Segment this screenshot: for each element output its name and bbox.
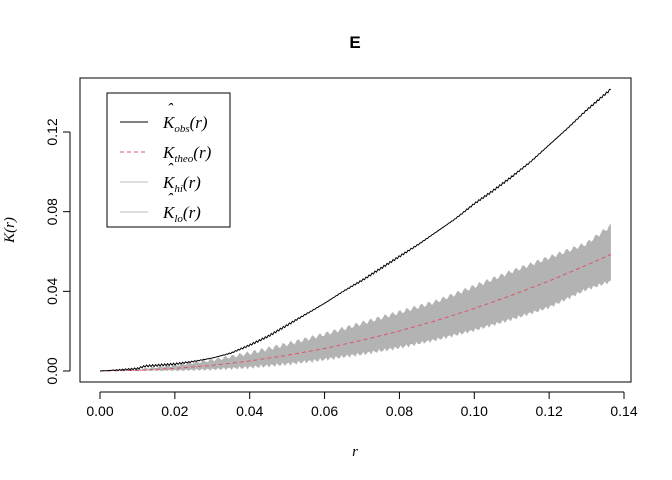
legend-label-lo: Klo(r): [162, 203, 201, 225]
x-tick-label: 0.00: [86, 403, 113, 419]
legend-hat: ˆ: [167, 160, 174, 179]
x-tick-label: 0.14: [610, 403, 637, 419]
y-axis-title: K(r): [2, 217, 18, 244]
y-tick-label: 0.12: [44, 118, 60, 145]
legend-hat: ˆ: [167, 190, 174, 209]
legend-label-theo: Ktheo(r): [162, 143, 212, 165]
chart-title: E: [349, 33, 360, 52]
plot-frame: [79, 77, 632, 383]
y-tick-label: 0.04: [44, 277, 60, 304]
envelope-band: [100, 223, 611, 371]
x-tick-label: 0.02: [161, 403, 188, 419]
x-tick-label: 0.04: [236, 403, 263, 419]
legend-label-obs: Kobs(r): [162, 113, 208, 135]
y-axis: 0.00 0.04 0.08 0.12: [44, 118, 71, 385]
x-tick-label: 0.12: [536, 403, 563, 419]
series-theo-line: [99, 254, 612, 372]
x-tick-label: 0.10: [461, 403, 488, 419]
series-obs-line: [99, 88, 611, 372]
y-tick-label: 0.00: [44, 357, 60, 384]
legend-box: [106, 92, 231, 228]
x-tick-label: 0.06: [311, 403, 338, 419]
x-tick-label: 0.08: [386, 403, 413, 419]
legend-label-hi: Khi(r): [162, 173, 201, 195]
y-tick-label: 0.08: [44, 198, 60, 225]
x-axis-title: r: [352, 444, 358, 460]
x-axis: 0.00 0.02 0.04 0.06 0.08 0.10 0.12 0.14: [86, 391, 638, 419]
plot-area: [99, 88, 612, 372]
legend-hat: ˆ: [167, 100, 174, 119]
